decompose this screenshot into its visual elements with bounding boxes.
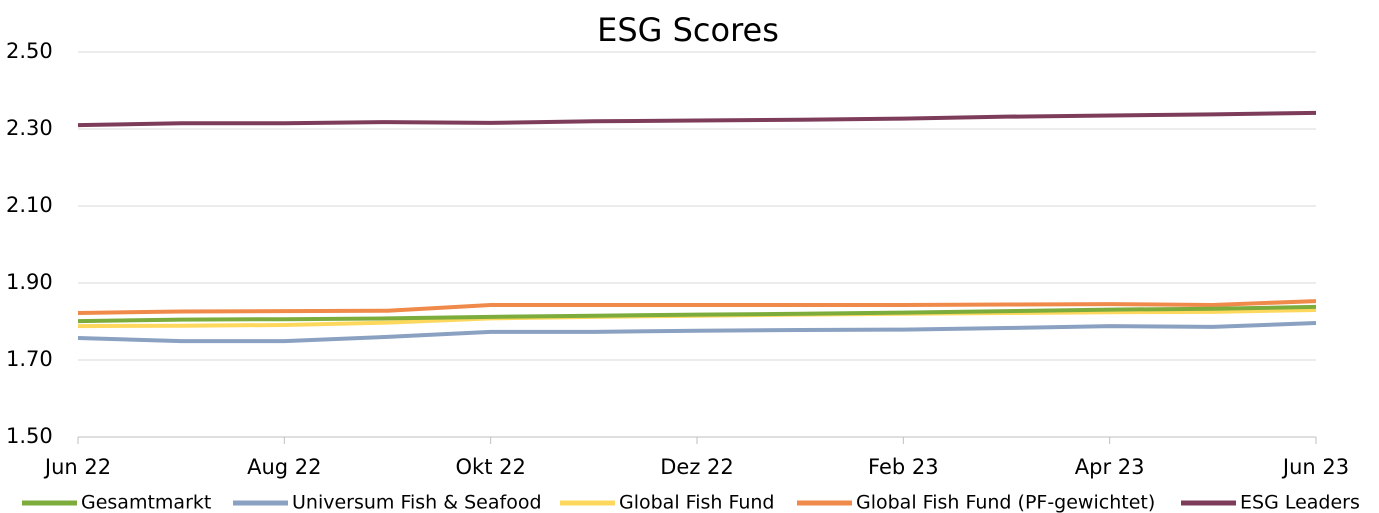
x-tick-label: Jun 22 (43, 455, 111, 479)
series-line (77, 299, 1317, 316)
legend-label: Gesamtmarkt (81, 492, 211, 513)
series-line (77, 110, 1317, 128)
x-tick-label: Jun 23 (1281, 455, 1349, 479)
series-line (77, 321, 1317, 344)
y-tick-label: 2.30 (6, 116, 53, 140)
legend-label: Universum Fish & Seafood (292, 492, 542, 513)
y-tick-label: 2.10 (6, 193, 53, 217)
x-tick-label: Dez 22 (660, 455, 734, 479)
x-tick-label: Apr 23 (1075, 455, 1145, 479)
legend-label: Global Fish Fund (619, 492, 775, 513)
series-line (77, 304, 1317, 324)
x-tick-label: Okt 22 (456, 455, 526, 479)
chart-title: ESG Scores (597, 11, 779, 49)
y-tick-label: 2.50 (6, 39, 53, 63)
y-tick-label: 1.70 (6, 347, 53, 371)
y-tick-label: 1.90 (6, 270, 53, 294)
x-tick-label: Aug 22 (247, 455, 321, 479)
legend-label: ESG Leaders (1240, 492, 1360, 513)
legend-label: Global Fish Fund (PF-gewichtet) (856, 492, 1155, 513)
x-tick-label: Feb 23 (868, 455, 939, 479)
y-tick-label: 1.50 (6, 424, 53, 448)
